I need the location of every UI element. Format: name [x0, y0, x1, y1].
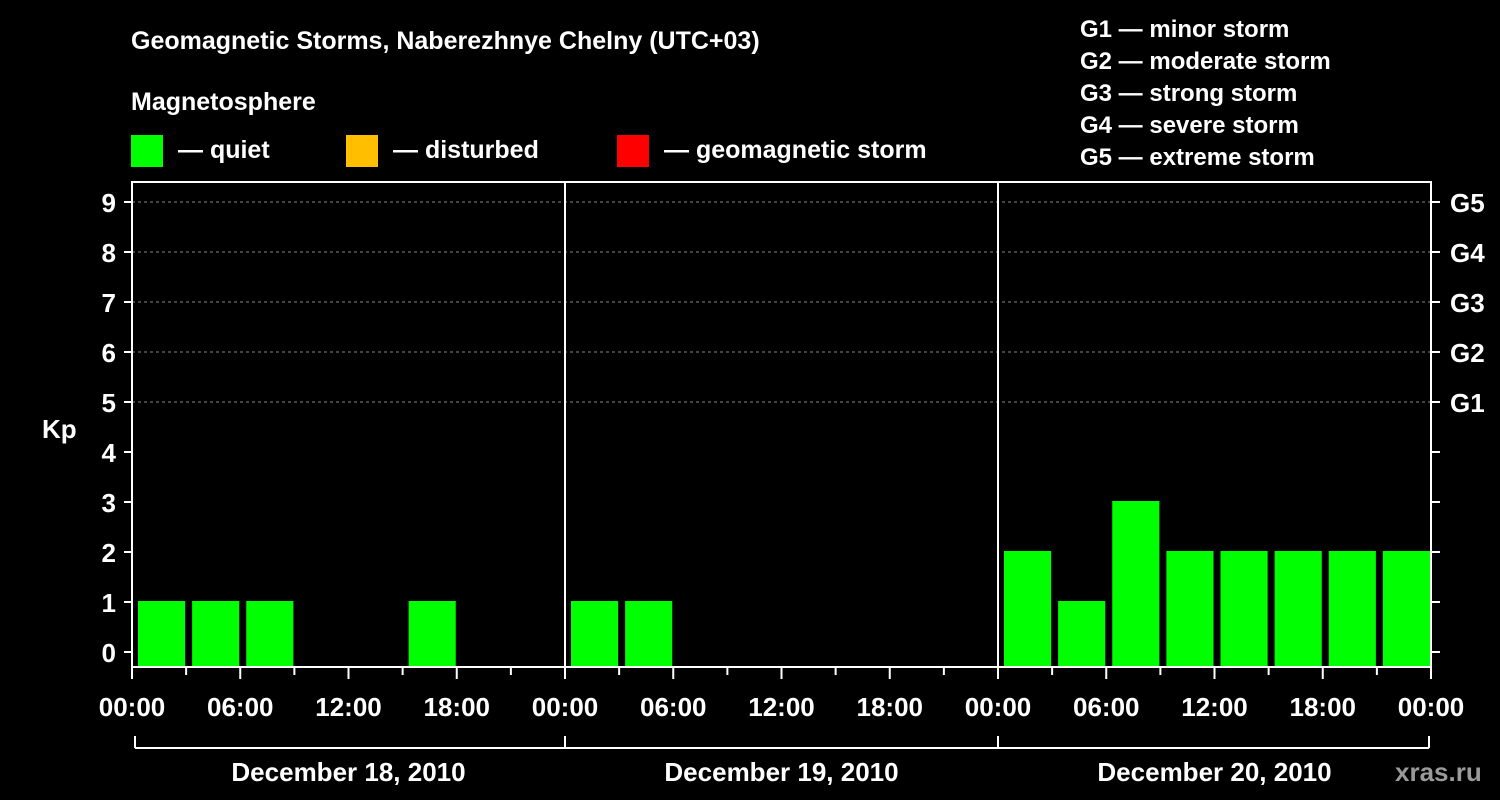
legend-label: — quiet: [178, 136, 270, 164]
axes: 0 1 2 3 4 5 6 7 8 9 G1 G2 G3 G4 G5 00:00 06:00 12:00 18:00…: [99, 181, 1485, 787]
bar: [138, 601, 186, 667]
x-tick-label: 12:00: [748, 692, 815, 722]
y-tick-label: 6: [102, 338, 116, 368]
x-tick-label: 18:00: [857, 692, 924, 722]
legend-swatch: [131, 135, 163, 167]
bar: [192, 601, 240, 667]
bar: [408, 601, 456, 667]
legend: — quiet — disturbed — geomagnetic storm: [131, 135, 927, 167]
bar: [1058, 601, 1106, 667]
y-tick-label: 0: [102, 638, 116, 668]
storm-level-label: G5: [1450, 188, 1485, 218]
x-tick-label: 00:00: [99, 692, 166, 722]
x-tick-label: 06:00: [1073, 692, 1140, 722]
day-label: December 20, 2010: [1097, 757, 1331, 787]
day-label: December 18, 2010: [231, 757, 465, 787]
bars: [138, 501, 1430, 667]
x-tick-label: 18:00: [424, 692, 491, 722]
bar: [571, 601, 619, 667]
grid-lines: [132, 201, 1431, 403]
y-tick-label: 4: [102, 438, 117, 468]
legend-swatch: [617, 135, 649, 167]
x-tick-label: 06:00: [207, 692, 274, 722]
y-tick-label: 7: [102, 288, 116, 318]
bar: [1112, 501, 1160, 667]
y-tick-label: 5: [102, 388, 116, 418]
storm-level-label: G2: [1450, 338, 1485, 368]
y-tick-label: 3: [102, 488, 116, 518]
storm-scale-legend: G1 — minor storm G2 — moderate storm G3 — …: [1080, 16, 1331, 171]
legend-label: — geomagnetic storm: [664, 136, 927, 164]
bar: [246, 601, 294, 667]
bar: [1220, 551, 1268, 667]
x-tick-label: 06:00: [640, 692, 707, 722]
storm-scale-item: G5 — extreme storm: [1080, 144, 1315, 171]
bar: [1274, 551, 1322, 667]
y-tick-label: 9: [102, 188, 116, 218]
storm-scale-item: G4 — severe storm: [1080, 112, 1299, 139]
y-tick-label: 8: [102, 238, 116, 268]
bar: [625, 601, 673, 667]
x-tick-label: 00:00: [965, 692, 1032, 722]
y-tick-label: 2: [102, 538, 116, 568]
legend-heading: Magnetosphere: [131, 88, 316, 116]
bar: [1004, 551, 1052, 667]
x-tick-label: 18:00: [1290, 692, 1357, 722]
bar: [1166, 551, 1214, 667]
x-tick-label: 12:00: [315, 692, 382, 722]
storm-scale-item: G3 — strong storm: [1080, 80, 1297, 107]
storm-level-label: G3: [1450, 288, 1485, 318]
storm-scale-item: G2 — moderate storm: [1080, 48, 1331, 75]
day-label: December 19, 2010: [664, 757, 898, 787]
watermark: xras.ru: [1395, 757, 1482, 787]
chart-title: Geomagnetic Storms, Naberezhnye Chelny (…: [131, 27, 760, 55]
bar: [1382, 551, 1430, 667]
storm-level-label: G1: [1450, 388, 1485, 418]
x-tick-label: 00:00: [1398, 692, 1465, 722]
storm-scale-item: G1 — minor storm: [1080, 16, 1289, 43]
bar: [1328, 551, 1376, 667]
y-tick-label: 1: [102, 588, 116, 618]
storm-level-label: G4: [1450, 238, 1485, 268]
y-axis-label: Kp: [42, 414, 77, 444]
x-tick-label: 12:00: [1181, 692, 1248, 722]
x-tick-label: 00:00: [532, 692, 599, 722]
legend-swatch: [346, 135, 378, 167]
legend-label: — disturbed: [393, 136, 539, 164]
